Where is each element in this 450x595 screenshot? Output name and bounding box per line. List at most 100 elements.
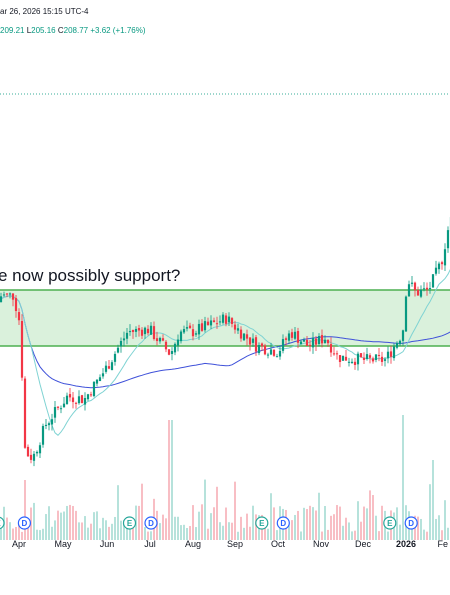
candle-body — [83, 398, 87, 405]
candle — [392, 343, 396, 361]
volume-bar — [234, 481, 236, 540]
candle-body — [293, 331, 297, 339]
event-marker-circle — [404, 516, 418, 530]
candle-body — [386, 351, 390, 359]
volume-bar — [264, 524, 266, 540]
volume-bar — [438, 515, 440, 540]
earnings-event-marker: E — [122, 516, 137, 530]
candle-body — [92, 381, 96, 397]
candle-body — [68, 394, 72, 398]
candle — [32, 451, 36, 467]
candle — [389, 345, 393, 364]
candle — [416, 286, 420, 296]
event-marker-circle — [122, 516, 137, 530]
volume-bar — [123, 520, 125, 540]
volume-bar — [324, 506, 326, 540]
candle-body — [284, 338, 288, 340]
volume-bar — [63, 511, 65, 540]
candle-body — [350, 361, 354, 364]
volume-bar — [375, 515, 377, 540]
candle-body — [383, 359, 387, 361]
candle — [227, 312, 231, 327]
candle — [272, 348, 276, 357]
candle — [233, 320, 237, 334]
candle-body — [269, 349, 273, 355]
candle — [179, 329, 183, 344]
volume-bar — [297, 510, 299, 540]
volume-bar — [159, 523, 161, 540]
candle — [80, 394, 84, 404]
candle-body — [332, 353, 336, 355]
candle-body — [434, 267, 438, 274]
candle-body — [431, 274, 435, 288]
volume-bar — [342, 525, 344, 540]
volume-bar — [444, 500, 446, 540]
candle — [221, 312, 225, 325]
volume-bar — [45, 514, 47, 540]
candle — [104, 361, 108, 374]
candle-body — [197, 323, 201, 335]
candle — [443, 243, 447, 272]
candle-body — [26, 446, 30, 457]
candle — [308, 339, 312, 352]
candle — [224, 312, 228, 327]
candle-body — [200, 323, 204, 331]
candle-body — [113, 353, 117, 362]
candle-body — [377, 354, 381, 356]
volume-bar — [330, 515, 332, 540]
candle-body — [191, 329, 195, 337]
volume-bar — [273, 507, 275, 540]
candle — [266, 352, 270, 359]
candle-body — [227, 316, 231, 323]
volume-bar — [93, 512, 95, 540]
candle — [176, 334, 180, 352]
candle — [35, 450, 39, 457]
candle — [323, 335, 327, 344]
candle — [281, 334, 285, 354]
candle — [431, 274, 435, 289]
candle-body — [206, 321, 210, 326]
volume-bar — [108, 526, 110, 540]
candle-body — [155, 338, 159, 342]
chart-header: ar 26, 2026 15:15 UTC-4 209.21 L205.16 C… — [0, 0, 450, 44]
candle-body — [323, 339, 327, 344]
close-value: 208.77 — [63, 26, 89, 35]
candle-body — [368, 355, 372, 358]
candle — [275, 353, 279, 358]
candle-body — [218, 321, 222, 323]
candle-body — [176, 339, 180, 346]
candle-body — [278, 350, 282, 357]
volume-bar — [81, 522, 83, 540]
candle-body — [5, 293, 9, 295]
volume-bar — [309, 505, 311, 540]
volume-bar — [189, 526, 191, 540]
candle-body — [98, 377, 102, 382]
x-tick-label: Aug — [185, 539, 201, 549]
candle-body — [164, 341, 168, 350]
candle — [197, 319, 201, 340]
candle-body — [101, 373, 105, 377]
volume-bar — [102, 517, 104, 540]
volume-bar — [75, 510, 77, 540]
x-tick-label: Nov — [313, 539, 330, 549]
candle-body — [29, 454, 33, 460]
volume-bar — [99, 528, 101, 540]
volume-bar — [30, 507, 32, 540]
candle — [56, 406, 60, 411]
candle-body — [371, 358, 375, 362]
volume-bar — [111, 523, 113, 540]
candle — [314, 335, 318, 351]
volume-bar — [84, 516, 86, 540]
candle-body — [17, 312, 21, 321]
earnings-event-marker: E — [383, 516, 397, 530]
volume-bar — [243, 527, 245, 540]
candle — [206, 317, 210, 326]
x-tick-label: Jun — [100, 539, 115, 549]
candle — [0, 292, 3, 303]
volume-bar — [225, 507, 227, 540]
candle — [143, 326, 147, 339]
candle — [368, 353, 372, 364]
volume-bar — [291, 520, 293, 540]
candle — [170, 347, 174, 361]
